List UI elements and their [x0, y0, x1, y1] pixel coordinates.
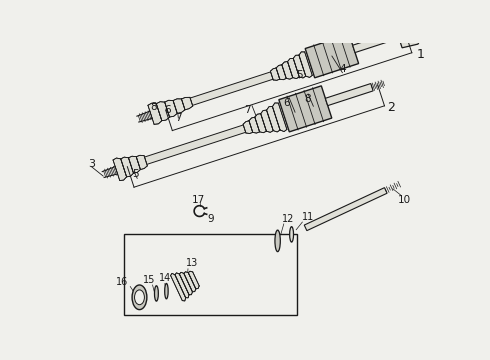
Polygon shape	[148, 103, 162, 124]
Polygon shape	[305, 34, 359, 78]
Text: 5: 5	[296, 70, 302, 80]
Text: 3: 3	[88, 159, 95, 169]
Ellipse shape	[290, 227, 294, 242]
Polygon shape	[145, 125, 245, 165]
Polygon shape	[255, 114, 267, 133]
Polygon shape	[267, 107, 280, 132]
Polygon shape	[181, 97, 193, 110]
Text: 15: 15	[143, 275, 155, 285]
Polygon shape	[190, 72, 273, 105]
Polygon shape	[175, 273, 189, 298]
Text: 9: 9	[208, 214, 215, 224]
Polygon shape	[293, 55, 306, 78]
Ellipse shape	[275, 230, 280, 252]
Ellipse shape	[154, 286, 158, 301]
Ellipse shape	[132, 285, 147, 310]
Polygon shape	[276, 65, 286, 80]
Text: 5: 5	[132, 169, 139, 179]
Text: 6: 6	[283, 98, 290, 108]
Text: 6: 6	[164, 105, 171, 115]
Polygon shape	[171, 273, 186, 301]
Ellipse shape	[135, 290, 145, 305]
Text: 8: 8	[304, 94, 310, 104]
Text: 14: 14	[159, 273, 171, 283]
Polygon shape	[179, 272, 193, 295]
Polygon shape	[128, 156, 141, 173]
Ellipse shape	[165, 283, 168, 299]
Bar	[124, 234, 297, 315]
Polygon shape	[188, 271, 199, 289]
Polygon shape	[121, 157, 133, 177]
Polygon shape	[272, 103, 287, 132]
Text: 4: 4	[339, 64, 346, 74]
Polygon shape	[173, 99, 185, 113]
Text: 10: 10	[398, 195, 411, 205]
Text: 16: 16	[117, 277, 129, 287]
Polygon shape	[353, 31, 399, 53]
Text: 2: 2	[388, 101, 395, 114]
Polygon shape	[184, 272, 196, 292]
Text: 11: 11	[302, 212, 315, 222]
Polygon shape	[325, 84, 373, 105]
Polygon shape	[165, 100, 177, 117]
Text: 12: 12	[282, 214, 294, 224]
Polygon shape	[304, 188, 387, 231]
Polygon shape	[288, 58, 299, 78]
Polygon shape	[261, 110, 273, 132]
Polygon shape	[279, 86, 332, 132]
Text: 13: 13	[186, 258, 198, 269]
Polygon shape	[243, 121, 253, 134]
Polygon shape	[393, 15, 425, 48]
Polygon shape	[270, 68, 280, 80]
Text: 1: 1	[416, 48, 424, 61]
Polygon shape	[156, 102, 170, 121]
Polygon shape	[282, 62, 293, 79]
Text: 17: 17	[192, 195, 205, 205]
Text: 8: 8	[150, 102, 157, 112]
Polygon shape	[249, 117, 260, 133]
Text: 7: 7	[245, 105, 251, 114]
Text: 7: 7	[175, 113, 182, 123]
Polygon shape	[299, 52, 312, 77]
Polygon shape	[113, 158, 126, 180]
Polygon shape	[136, 155, 147, 170]
